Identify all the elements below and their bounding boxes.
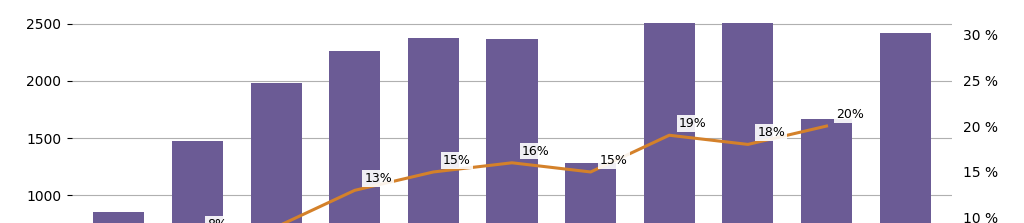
Bar <box>565 163 616 223</box>
Bar <box>251 83 302 223</box>
Bar <box>329 51 380 223</box>
Text: 16%: 16% <box>521 145 549 157</box>
Bar <box>880 33 931 223</box>
Bar <box>486 39 538 223</box>
Bar <box>408 37 459 223</box>
Text: 18%: 18% <box>758 126 785 139</box>
Bar <box>644 23 695 223</box>
Text: 19%: 19% <box>679 117 707 130</box>
Bar <box>722 23 773 223</box>
Bar <box>172 141 223 223</box>
Text: 15%: 15% <box>600 154 628 167</box>
Bar <box>93 212 144 223</box>
Text: 8%: 8% <box>207 218 227 223</box>
Text: 15%: 15% <box>442 154 471 167</box>
Text: 20%: 20% <box>836 108 864 121</box>
Text: 13%: 13% <box>365 172 392 185</box>
Bar <box>801 119 852 223</box>
